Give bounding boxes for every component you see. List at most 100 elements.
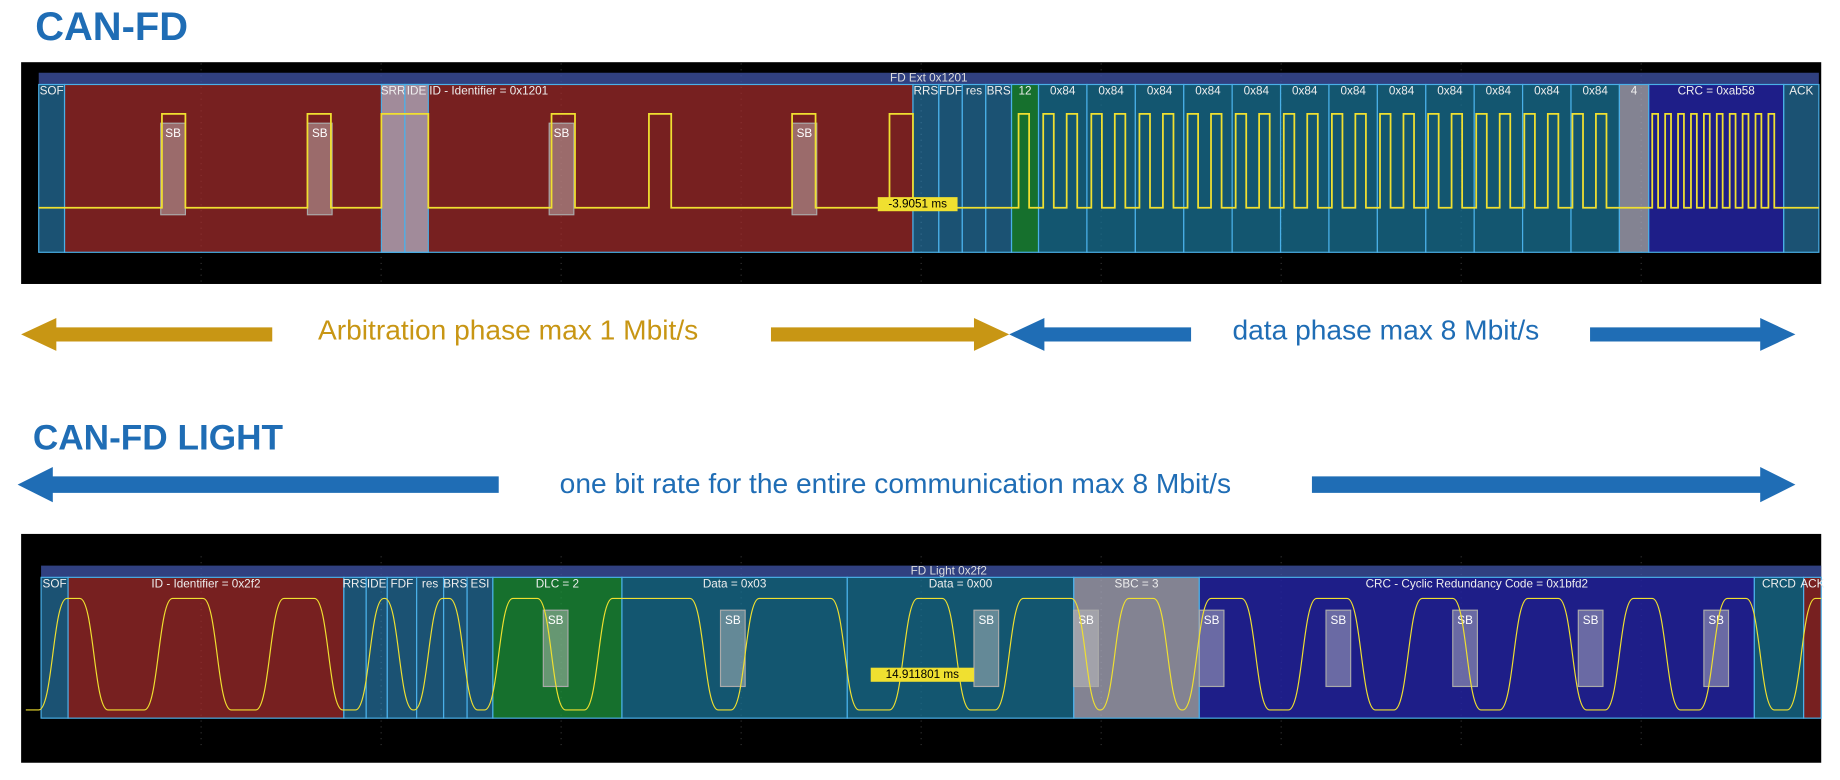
field-label: 0x84	[1389, 85, 1415, 98]
field	[415, 576, 445, 719]
frame-label: FD Ext 0x1201	[890, 72, 968, 85]
field	[1134, 83, 1185, 253]
field	[938, 83, 963, 253]
waveform	[25, 597, 1822, 711]
field-label: IDE	[407, 85, 427, 98]
field-label: SBC = 3	[1115, 577, 1159, 590]
field-label: ID - Identifier = 0x2f2	[151, 577, 260, 590]
scope-light: FD Light 0x2f2 SOF ID - Identifier = 0x2f2…	[25, 556, 1825, 748]
field-label: IDE	[367, 577, 387, 590]
field	[1783, 83, 1820, 253]
stuff-bit-label: SB	[1078, 614, 1094, 627]
field	[1521, 83, 1572, 253]
arrow-label: one bit rate for the entire communicatio…	[560, 468, 1231, 499]
arrow	[17, 467, 499, 503]
stuff-bit-label: SB	[1457, 614, 1473, 627]
title: CAN-FD	[35, 5, 188, 49]
field-label: ACK	[1800, 577, 1824, 590]
stuff-bit-label: SB	[312, 127, 328, 140]
field	[621, 576, 848, 719]
field-label: 0x84	[1050, 85, 1076, 98]
arrow	[1311, 467, 1796, 503]
stuff-bit	[1577, 609, 1604, 688]
field	[1425, 83, 1475, 253]
stuff-bit-label: SB	[978, 614, 994, 627]
arrow	[1590, 318, 1796, 351]
stuff-bit-label: SB	[1583, 614, 1599, 627]
field-label: 0x84	[1486, 85, 1512, 98]
field	[1183, 83, 1233, 253]
stuff-bit-label: SB	[1204, 614, 1220, 627]
stuff-bit-label: SB	[548, 614, 564, 627]
field-label: 0x84	[1195, 85, 1221, 98]
arrow	[770, 318, 1010, 351]
stuff-bit	[973, 609, 1000, 688]
stuff-bit	[306, 122, 333, 216]
field	[1086, 83, 1136, 253]
cursor-box	[877, 197, 958, 212]
field-label: CRC = 0xab58	[1678, 85, 1756, 98]
stuff-bit-label: SB	[165, 127, 181, 140]
field	[1073, 576, 1200, 719]
field-label: res	[966, 85, 982, 98]
stuff-bit-label: SB	[1708, 614, 1724, 627]
field	[404, 83, 429, 253]
field	[985, 83, 1013, 253]
field	[40, 576, 69, 719]
stuff-bit	[548, 122, 575, 216]
field-label: 0x84	[1292, 85, 1318, 98]
arrow	[21, 318, 273, 351]
field-label: 12	[1019, 85, 1032, 98]
field	[380, 83, 406, 253]
field-label: SRR	[381, 85, 406, 98]
field-label: ACK	[1789, 85, 1813, 98]
field-label: CRC - Cyclic Redundancy Code = 0x1bfd2	[1366, 577, 1588, 590]
arrow	[1009, 318, 1192, 351]
field-label: 0x84	[1437, 85, 1463, 98]
field	[1473, 83, 1524, 253]
field	[1618, 83, 1650, 253]
field-label: RRS	[913, 85, 938, 98]
field	[1010, 83, 1040, 253]
stuff-bit	[1703, 609, 1730, 688]
field-label: ID - Identifier = 0x1201	[429, 85, 548, 98]
stuff-bit-label: SB	[554, 127, 570, 140]
field	[1753, 576, 1805, 719]
field-label: ESI	[471, 577, 490, 590]
stuff-bit-label: SB	[1331, 614, 1347, 627]
stuff-bit	[791, 122, 818, 216]
stuff-bit	[1325, 609, 1352, 688]
field	[38, 83, 66, 253]
field-label: BRS	[987, 85, 1011, 98]
field-label: 4	[1631, 85, 1638, 98]
frame-label: FD Light 0x2f2	[911, 565, 987, 578]
field-label: FDF	[939, 85, 962, 98]
field-label: BRS	[443, 577, 467, 590]
field-label: CRCD	[1762, 577, 1796, 590]
field	[1231, 83, 1282, 253]
title: CAN-FD LIGHT	[33, 418, 284, 457]
field	[466, 576, 494, 719]
field-label: 0x84	[1534, 85, 1560, 98]
field-label: RRS	[343, 577, 368, 590]
field	[1328, 83, 1378, 253]
field-label: 0x84	[1098, 85, 1124, 98]
field-label: 0x84	[1147, 85, 1173, 98]
arrow-label: data phase max 8 Mbit/s	[1232, 315, 1539, 346]
field-label: DLC = 2	[536, 577, 579, 590]
stuff-bit-label: SB	[797, 127, 813, 140]
field-label: 0x84	[1244, 85, 1270, 98]
stuff-bit	[719, 609, 746, 688]
field	[1037, 83, 1088, 253]
field	[846, 576, 1075, 719]
field	[386, 576, 418, 719]
field	[1376, 83, 1427, 253]
field-label: SOF	[43, 577, 67, 590]
cursor-label: -3.9051 ms	[888, 197, 947, 210]
scope-fd: FD Ext 0x1201 SOF ID - Identifier = 0x1201…	[38, 63, 1820, 282]
stuff-bit-label: SB	[725, 614, 741, 627]
cursor-label: 14.911801 ms	[886, 668, 960, 681]
field-label: 0x84	[1582, 85, 1608, 98]
